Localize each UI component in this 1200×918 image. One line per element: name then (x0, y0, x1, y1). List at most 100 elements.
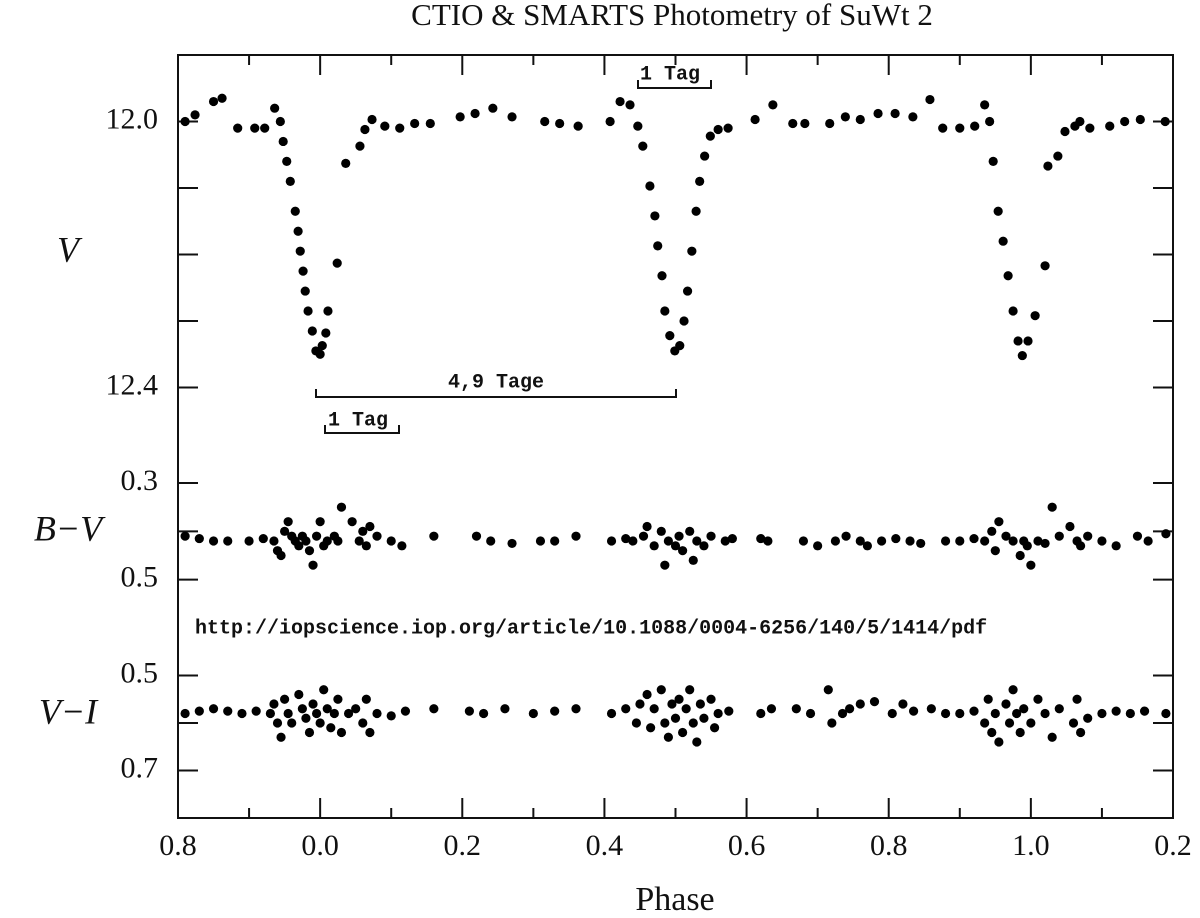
data-point (429, 531, 439, 541)
data-point (223, 536, 233, 546)
data-point (890, 108, 900, 119)
data-point (304, 546, 315, 556)
data-point (688, 718, 698, 728)
data-point (180, 531, 190, 541)
data-point (678, 546, 688, 556)
data-point (425, 118, 435, 129)
data-point (631, 718, 642, 728)
data-point (699, 541, 709, 551)
data-point (397, 541, 407, 551)
data-point (827, 718, 837, 728)
data-point (308, 560, 318, 570)
data-point (361, 541, 371, 551)
data-point (980, 718, 990, 728)
data-point (1003, 271, 1013, 281)
data-point (1040, 538, 1050, 549)
data-point (628, 536, 638, 546)
data-point (304, 727, 315, 738)
data-point (642, 689, 652, 700)
data-point (625, 100, 635, 110)
data-point (840, 112, 850, 122)
data-point (283, 517, 293, 527)
data-point (1015, 550, 1025, 561)
data-point (825, 118, 835, 129)
data-point (994, 737, 1004, 747)
data-point (464, 706, 474, 716)
data-point (315, 718, 325, 728)
data-point (706, 694, 716, 704)
data-point (1033, 694, 1043, 704)
data-point (355, 141, 365, 151)
data-point (877, 536, 887, 546)
data-point (980, 536, 990, 546)
data-point (1040, 708, 1050, 719)
data-point (307, 326, 317, 336)
data-point (633, 121, 643, 131)
data-point (486, 536, 496, 546)
data-point (1017, 350, 1027, 361)
data-point (1026, 560, 1036, 570)
data-point (358, 718, 368, 728)
data-point (653, 241, 663, 251)
data-point (674, 694, 684, 704)
data-point (293, 226, 303, 236)
data-point (925, 94, 935, 105)
data-point (365, 727, 375, 738)
data-point (194, 706, 204, 716)
data-point (317, 341, 327, 351)
data-point (367, 114, 377, 125)
data-point (1085, 123, 1095, 133)
data-point (940, 708, 951, 719)
data-point (955, 536, 965, 546)
data-point (276, 550, 286, 561)
data-point (1068, 718, 1079, 728)
data-point (380, 121, 390, 131)
data-point (1043, 161, 1053, 171)
data-point (724, 706, 734, 716)
data-point (272, 718, 283, 728)
data-point (1060, 126, 1070, 137)
data-point (685, 685, 695, 695)
data-point (298, 266, 308, 276)
data-point (1135, 114, 1145, 125)
data-point (336, 502, 347, 512)
data-point (605, 116, 615, 127)
data-point (862, 541, 872, 551)
data-point (970, 121, 980, 131)
data-point (691, 206, 701, 216)
data-point (275, 116, 285, 127)
chart-title: CTIO & SMARTS Photometry of SuWt 2 (411, 0, 933, 32)
x-axis-label: Phase (635, 881, 714, 918)
data-point (750, 114, 760, 125)
data-point (208, 704, 219, 714)
y-axis-label: V−I (39, 691, 99, 731)
data-point (713, 708, 723, 719)
data-point (571, 531, 581, 541)
data-point (727, 533, 737, 544)
data-point (905, 536, 915, 546)
data-point (606, 536, 617, 546)
data-point (898, 699, 908, 709)
data-point (333, 536, 343, 546)
data-point (251, 706, 261, 716)
data-point (300, 286, 310, 296)
data-point (1076, 541, 1086, 551)
data-point (1125, 708, 1135, 719)
data-point (354, 536, 364, 546)
data-point (347, 517, 357, 527)
data-point (351, 704, 361, 714)
data-point (723, 123, 733, 133)
data-point (315, 349, 325, 359)
data-point (679, 316, 689, 326)
data-point (692, 737, 702, 747)
data-point (311, 531, 322, 541)
data-point (788, 118, 798, 129)
data-point (269, 536, 279, 546)
data-point (660, 306, 670, 316)
data-point (372, 531, 382, 541)
data-point (649, 541, 659, 551)
data-point (1120, 116, 1130, 127)
data-point (455, 112, 465, 122)
data-point (429, 704, 439, 714)
data-point (998, 236, 1008, 246)
